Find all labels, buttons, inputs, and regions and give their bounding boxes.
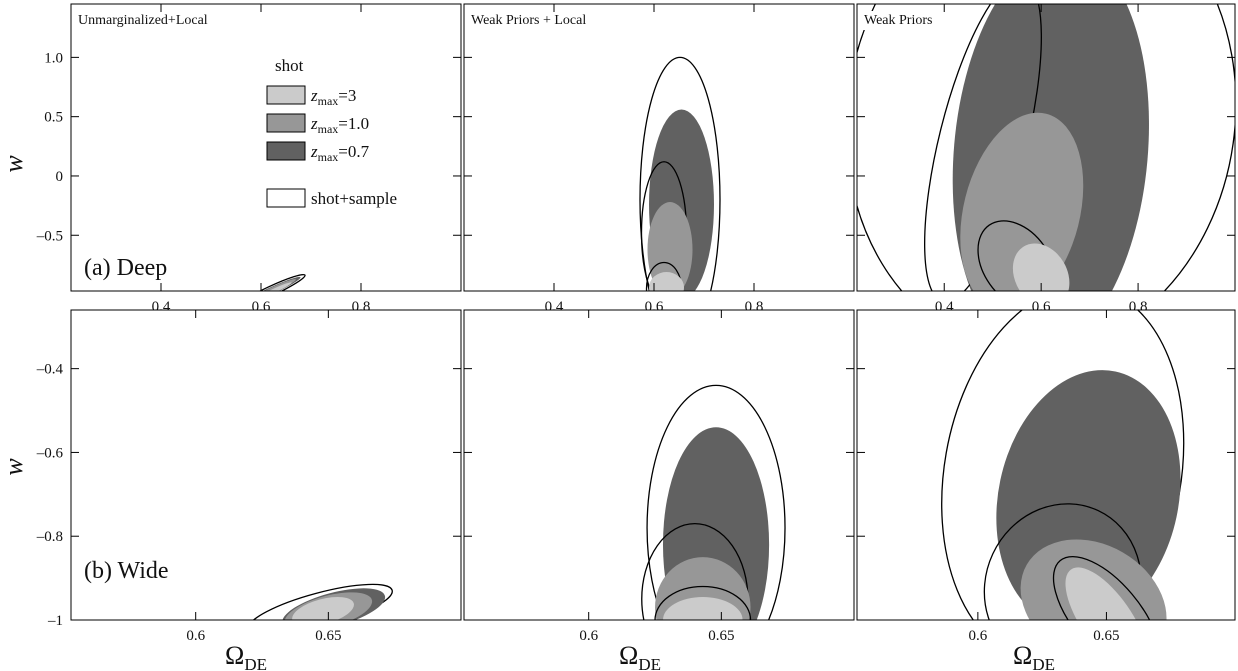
legend-label-zmax-0-7: zmax=0.7 — [310, 142, 370, 164]
y-axis-label-bottom: w — [0, 458, 28, 476]
legend-label-shot-sample: shot+sample — [311, 189, 397, 208]
y-tick-label: –1 — [47, 613, 63, 629]
contour-zmax-3 — [255, 282, 292, 291]
legend-swatch-zmax-0-7 — [266, 141, 306, 161]
panel-frame — [70, 3, 462, 292]
panel-background — [71, 4, 461, 291]
y-tick-label: 0.5 — [44, 110, 63, 126]
legend: shot zmax=3 zmax=1.0 zmax=0.7 shot+sampl… — [266, 56, 397, 208]
legend-label-zmax-1-0: zmax=1.0 — [310, 114, 369, 136]
contour-shot-sample-inner2 — [654, 585, 752, 620]
x-tick-label: 0.65 — [1093, 628, 1119, 644]
contour-zmax-3 — [292, 596, 354, 620]
panel-background — [71, 310, 461, 620]
panel-frame — [463, 3, 855, 292]
contour-zmax-1-0 — [647, 202, 693, 291]
panel-frame — [856, 3, 1236, 292]
panel-title-bg — [861, 11, 936, 30]
y-tick-label: –0.8 — [36, 529, 63, 545]
x-tick-label: 0.6 — [579, 628, 598, 644]
x-axis-label-3: ΩDE — [1013, 641, 1055, 671]
legend-swatch-zmax-1-0 — [266, 113, 306, 133]
contour-shot-sample-inner2 — [1052, 555, 1161, 620]
contour-zmax-3 — [1012, 243, 1070, 291]
panel-frame — [856, 309, 1236, 621]
x-tick-label: 0.6 — [186, 628, 205, 644]
panel-frame — [70, 309, 462, 621]
x-axis-label-1: ΩDE — [225, 641, 267, 671]
contour-zmax-3 — [1065, 567, 1148, 620]
contour-zmax-3 — [662, 596, 743, 620]
legend-swatch-shot-sample — [266, 188, 306, 208]
panel-frame — [463, 309, 855, 621]
x-tick-label: 0.65 — [708, 628, 734, 644]
contour-zmax-3 — [649, 272, 684, 291]
y-tick-label: –0.4 — [36, 362, 64, 378]
x-axis-label-2: ΩDE — [619, 641, 661, 671]
contour-zmax-0-7 — [662, 427, 770, 620]
row-label-wide: (b) Wide — [84, 558, 169, 584]
panel-title: Weak Priors + Local — [471, 13, 586, 28]
y-axis-label-top: w — [0, 155, 28, 173]
panel-wide-unmarginalized-local: 0.6 0.65 –1 –0.8 –0.6 –0.4 — [36, 309, 462, 644]
panel-wide-weak-priors: 0.6 0.65 — [856, 309, 1236, 644]
legend-label-zmax-3: zmax=3 — [310, 86, 356, 108]
y-tick-label: –0.6 — [36, 445, 64, 461]
y-tick-label: 1.0 — [44, 50, 63, 66]
panel-wide-weak-priors-local: 0.6 0.65 — [463, 309, 855, 644]
panel-title: Weak Priors — [864, 13, 932, 28]
y-tick-label: 0 — [56, 169, 64, 185]
legend-swatch-zmax-3 — [266, 85, 306, 105]
x-tick-label: 0.6 — [968, 628, 987, 644]
panel-title: Unmarginalized+Local — [78, 13, 208, 28]
y-tick-label: –0.5 — [36, 228, 63, 244]
x-tick-label: 0.65 — [315, 628, 341, 644]
row-label-deep: (a) Deep — [84, 255, 167, 281]
legend-heading: shot — [275, 56, 304, 75]
